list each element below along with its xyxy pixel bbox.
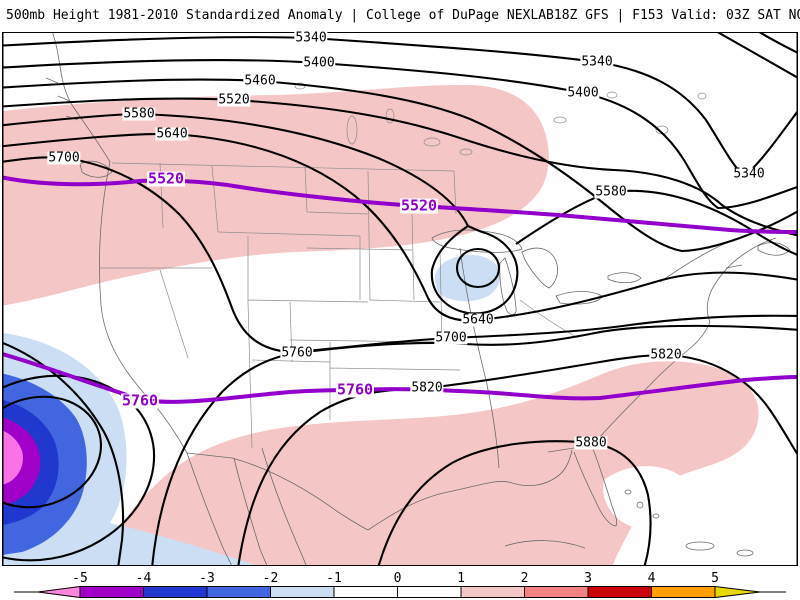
contour-label: 5460	[243, 73, 277, 89]
model-valid-time: 18Z GFS | F153 Valid: 03Z SAT NOV 22 202…	[553, 8, 800, 23]
contour-label: 5400	[566, 85, 600, 101]
mean-contour-label: 5760	[120, 391, 160, 410]
contour-label: 5700	[434, 330, 468, 346]
colorbar-tick: 0	[394, 571, 402, 586]
contour-label: 5340	[580, 54, 614, 70]
colorbar-tick: -4	[136, 571, 152, 586]
contour-label: 5580	[594, 184, 628, 200]
contour-label: 5820	[410, 380, 444, 396]
contour-label: 5520	[217, 92, 251, 108]
contour-label: 5820	[649, 347, 683, 363]
mean-contour-label: 5520	[146, 169, 186, 188]
colorbar-tick: -3	[199, 571, 215, 586]
map-title: 500mb Height 1981-2010 Standardized Anom…	[6, 8, 554, 23]
anomaly-colorbar: -5 -4 -3 -2 -1 0 1 2 3 4 5	[14, 571, 786, 599]
colorbar-segments	[14, 585, 786, 599]
contour-label: 5640	[461, 312, 495, 328]
positive-anomaly-shading	[2, 84, 759, 566]
contour-label: 5700	[47, 150, 81, 166]
colorbar-tick: 4	[648, 571, 656, 586]
mean-contour-label: 5520	[399, 196, 439, 215]
anomaly-map	[2, 32, 798, 566]
contour-label: 5640	[155, 126, 189, 142]
colorbar-tick: 5	[711, 571, 719, 586]
contour-label: 5880	[574, 435, 608, 451]
colorbar-tick: -2	[263, 571, 279, 586]
contour-label: 5580	[122, 106, 156, 122]
contour-label: 5340	[732, 166, 766, 182]
mean-contour-label: 5760	[335, 380, 375, 399]
colorbar-tick: 2	[521, 571, 529, 586]
contour-label: 5340	[294, 30, 328, 46]
map-border	[2, 32, 798, 566]
colorbar-tick: -5	[72, 571, 88, 586]
colorbar-ticks: -5 -4 -3 -2 -1 0 1 2 3 4 5	[72, 571, 719, 586]
colorbar-tick: 3	[584, 571, 592, 586]
colorbar-tick: -1	[326, 571, 342, 586]
contour-label: 5760	[280, 345, 314, 361]
title-bar: 500mb Height 1981-2010 Standardized Anom…	[0, 0, 800, 31]
contour-label: 5400	[302, 55, 336, 71]
colorbar-tick: 1	[457, 571, 465, 586]
negative-anomaly-shading	[2, 254, 500, 566]
map-area: 5340 5400 5460 5520 5580 5640 5700 5340 …	[0, 31, 800, 568]
